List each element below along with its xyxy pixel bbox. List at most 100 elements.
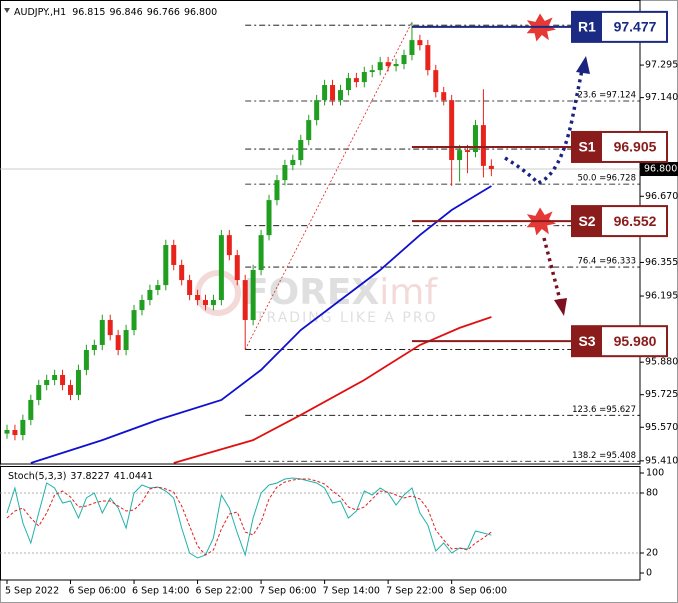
- candle-body: [282, 165, 288, 181]
- axis-layer: 97.295 97.140 96.670 96.355 96.195 95.880 95.7…: [5, 60, 678, 597]
- x-tick-label: 6 Sep 22:00: [196, 586, 253, 597]
- fib-label: 76.4 =96.333: [578, 257, 637, 267]
- x-tick-label: 6 Sep 14:00: [132, 586, 189, 597]
- level-name: S3: [578, 333, 595, 349]
- level-name-box: [572, 11, 602, 42]
- level-name-box: [572, 131, 602, 162]
- candle-body: [44, 380, 50, 386]
- stoch-k-value: 37.8227: [70, 471, 109, 482]
- candle-body: [409, 40, 415, 56]
- candle-body: [139, 300, 145, 311]
- down-arrow-head: [554, 298, 567, 316]
- header-close: 96.800: [184, 7, 217, 18]
- up-arrow-head: [576, 56, 590, 74]
- candle-body: [322, 85, 328, 101]
- candle-body: [488, 165, 494, 170]
- candle-body: [91, 344, 97, 350]
- stoch-y-tick-label: 20: [646, 548, 658, 559]
- level-name-box: [572, 326, 602, 357]
- candle-body: [226, 235, 232, 256]
- fib-label: 23.6 =97.124: [578, 90, 637, 100]
- last-price-label: 96.800: [644, 164, 677, 175]
- x-tick-label: 7 Sep 06:00: [259, 586, 316, 597]
- candle-body: [171, 245, 177, 265]
- stoch-y-tick-label: 100: [646, 468, 664, 479]
- symbol: AUDJPY.,H1: [14, 7, 66, 18]
- candle-body: [480, 125, 486, 166]
- symbol-header: AUDJPY.,H1 96.815 96.846 96.766 96.800: [14, 7, 217, 18]
- candle-body: [472, 125, 478, 153]
- y-tick-label: 95.880: [645, 357, 678, 368]
- level-value: 97.477: [614, 19, 657, 35]
- candle-body: [290, 159, 296, 166]
- candle-body: [449, 100, 455, 160]
- header-open: 96.815: [72, 7, 105, 18]
- moving-average: [30, 185, 492, 464]
- level-name-box: [572, 206, 602, 237]
- candle-body: [187, 280, 193, 295]
- level-name: R1: [578, 19, 596, 35]
- stoch-line: [6, 477, 492, 559]
- candle-body: [345, 78, 351, 91]
- x-tick-label: 7 Sep 14:00: [323, 586, 380, 597]
- candle-body: [242, 280, 248, 320]
- y-tick-label: 97.295: [645, 60, 678, 71]
- candle-body: [234, 255, 240, 281]
- y-tick-label: 96.670: [645, 191, 678, 202]
- stoch-line: [6, 478, 492, 556]
- y-tick-label: 95.570: [645, 422, 678, 433]
- up-arrow-path: [504, 69, 584, 186]
- watermark-tagline: TRADING LIKE A PRO: [255, 310, 438, 326]
- candle-body: [75, 369, 81, 395]
- candle-body: [210, 300, 216, 306]
- last-price-box: [640, 162, 678, 177]
- candle-body: [425, 45, 431, 71]
- fib-label: 138.2 =95.408: [572, 451, 636, 461]
- header-high: 96.846: [109, 7, 142, 18]
- fib-label: 50.0 =96.728: [578, 174, 637, 184]
- candle-body: [393, 64, 399, 67]
- x-tick-label: 7 Sep 22:00: [386, 586, 443, 597]
- candle-body: [401, 55, 407, 65]
- candle-body: [250, 270, 256, 320]
- candle-body: [465, 150, 471, 153]
- candle-body: [361, 72, 367, 83]
- candle-body: [107, 319, 113, 336]
- candle-body: [202, 300, 208, 306]
- level-name: S2: [578, 213, 595, 229]
- level-value: 96.552: [614, 213, 657, 229]
- fib-trend: [244, 21, 413, 350]
- y-tick-label: 97.140: [645, 92, 678, 103]
- brand-suffix: imf: [379, 272, 438, 313]
- watermark: FOREXimf TRADING LIKE A PRO: [195, 270, 438, 326]
- stoch-title: Stoch(5,3,3): [8, 471, 66, 482]
- candle-body: [433, 70, 439, 93]
- candle-body: [99, 319, 105, 345]
- watermark-brand: FOREXimf: [244, 272, 438, 313]
- x-tick-label: 5 Sep 2022: [5, 586, 59, 597]
- brand: FOREX: [244, 272, 380, 313]
- candle-body: [298, 140, 304, 160]
- candle-body: [330, 85, 336, 101]
- fib-label: 123.6 =95.627: [572, 405, 636, 415]
- candle-body: [28, 399, 34, 420]
- candle-body: [20, 419, 26, 436]
- x-tick-label: 6 Sep 06:00: [69, 586, 126, 597]
- fib-layer: 23.6 =97.124 50.0 =96.728 76.4 =96.333 123.…: [0, 21, 640, 462]
- moving-average: [173, 316, 492, 464]
- candle-body: [36, 385, 42, 400]
- candle-body: [377, 62, 383, 71]
- candle-body: [83, 349, 89, 370]
- header-icon: [4, 8, 10, 13]
- candle-body: [314, 100, 320, 121]
- candle-body: [195, 294, 201, 301]
- stoch-header: Stoch(5,3,3) 37.8227 41.0441: [8, 471, 153, 482]
- candle-body: [52, 374, 58, 381]
- candle-body: [179, 264, 185, 281]
- candle-body: [258, 235, 264, 271]
- candle-body: [4, 429, 10, 434]
- stoch-layer: [0, 477, 640, 559]
- candle-body: [115, 335, 121, 350]
- candle-body: [274, 180, 280, 201]
